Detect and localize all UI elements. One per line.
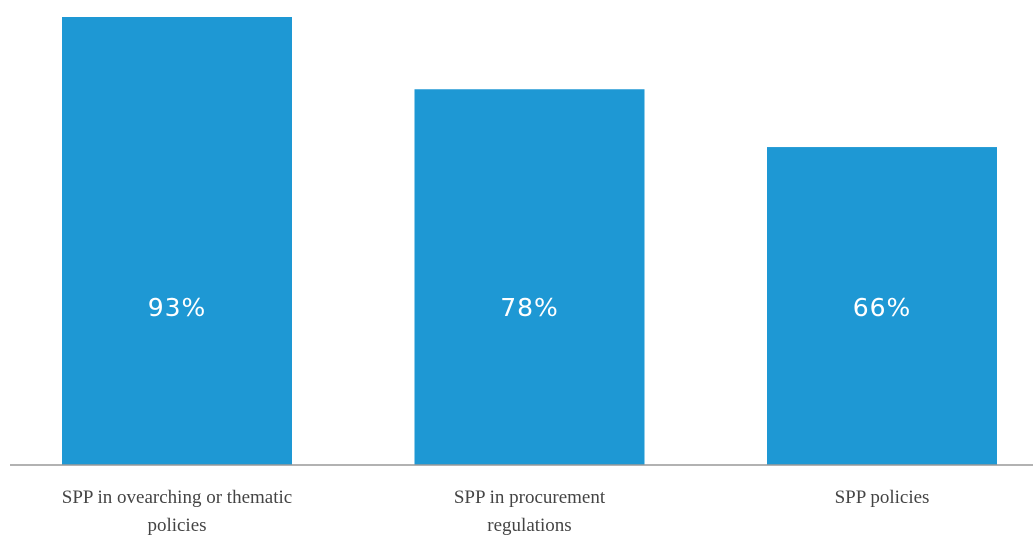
x-tick-label: SPP policies <box>834 487 930 508</box>
bar <box>414 89 645 466</box>
value-label: 93% <box>148 293 207 322</box>
bar <box>62 17 292 465</box>
x-tick-label: SPP in ovearching or thematic policies <box>61 487 293 536</box>
x-tick-label: SPP in procurement regulations <box>453 487 606 536</box>
bar <box>767 147 997 465</box>
value-label: 66% <box>853 293 912 322</box>
value-label: 78% <box>500 293 559 322</box>
